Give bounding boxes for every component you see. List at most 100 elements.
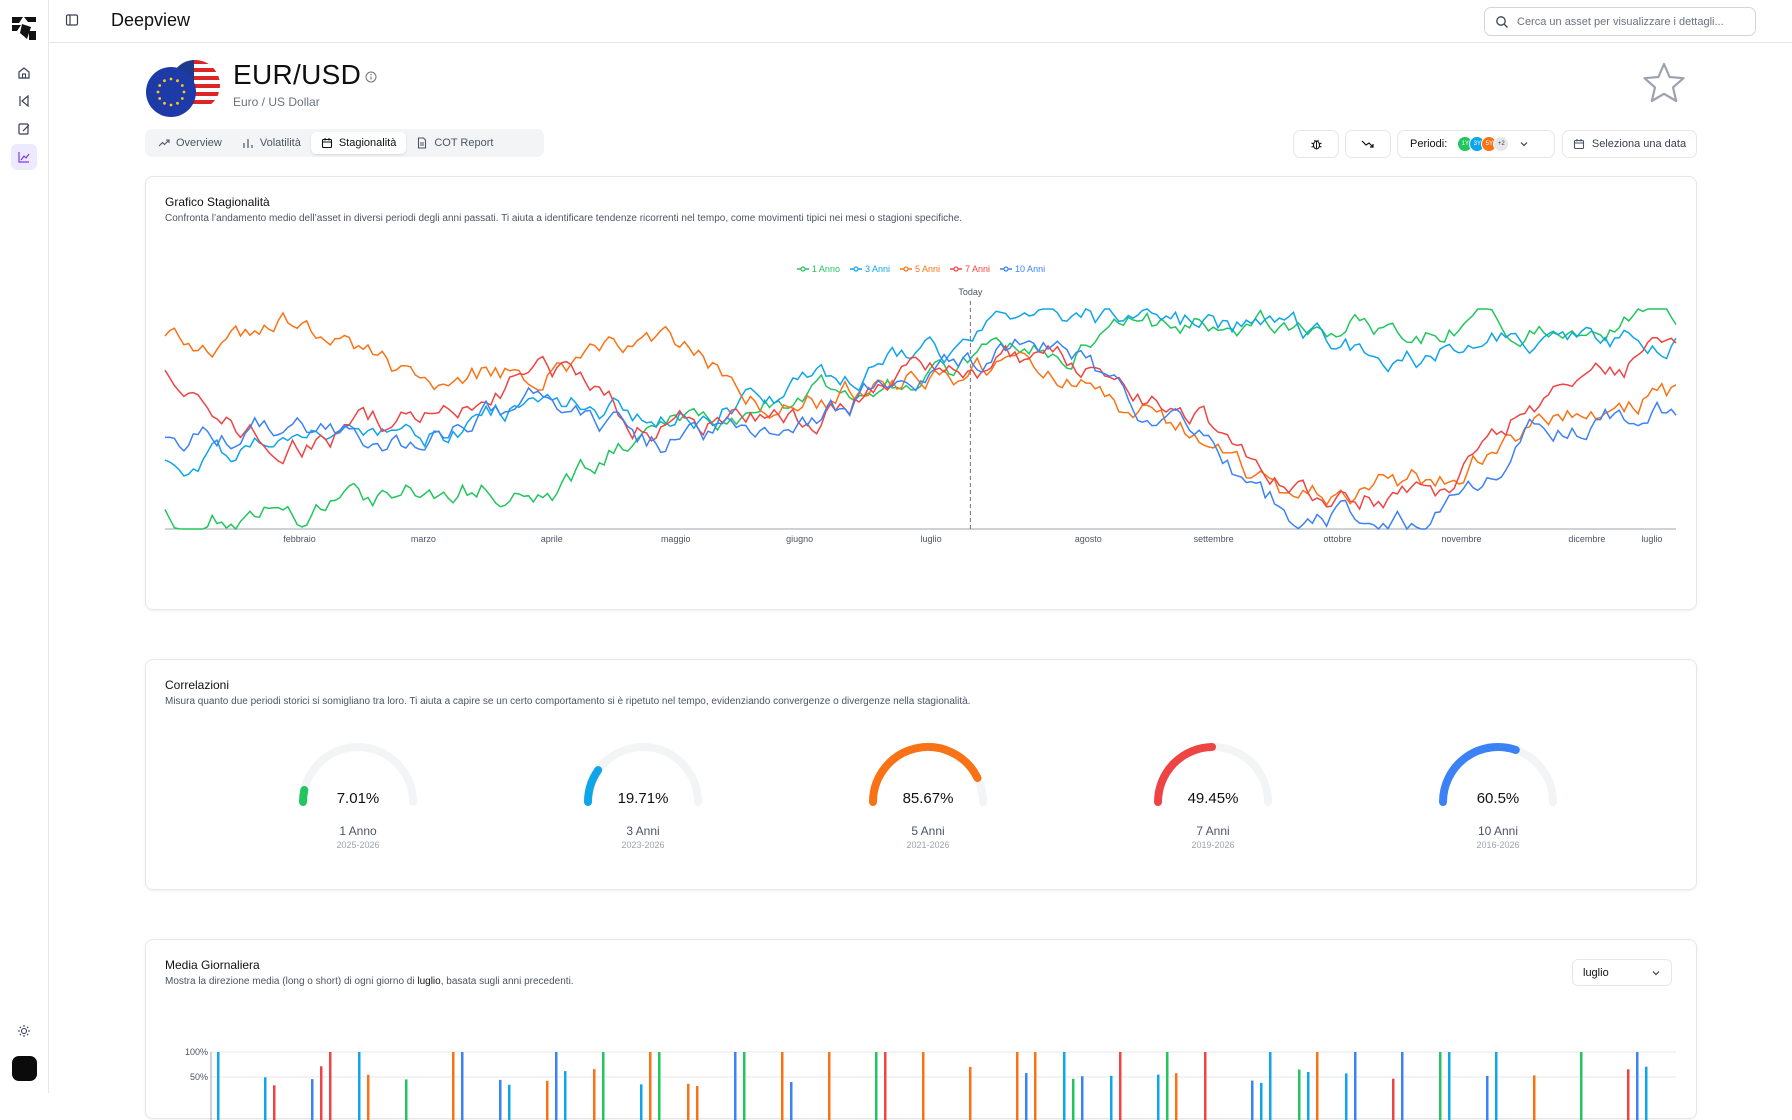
seasonality-chart[interactable]: febbraio marzo aprile maggio giugno luglio ago… — [146, 277, 1696, 577]
legend-item-5-anni[interactable]: 5 Anni — [899, 264, 941, 274]
chart-icon[interactable] — [11, 144, 37, 170]
tab-label: Overview — [176, 137, 222, 149]
legend-item-7-anni[interactable]: 7 Anni — [950, 264, 990, 274]
search-box[interactable] — [1484, 7, 1756, 36]
x-tick-label: aprile — [541, 534, 563, 544]
daily-bar — [564, 1071, 567, 1120]
daily-bar — [875, 1052, 878, 1120]
tab-cot-report[interactable]: COT Report — [406, 132, 503, 154]
bar-chart-icon — [243, 139, 253, 148]
search-input[interactable] — [1517, 15, 1747, 28]
gauge-arc — [584, 743, 702, 806]
daily-bar — [1166, 1052, 1169, 1120]
tab-volatility[interactable]: Volatilità — [232, 132, 311, 154]
bug-button[interactable] — [1293, 130, 1339, 158]
asset-name: Euro / US Dollar — [233, 95, 320, 109]
correlations-description: Misura quanto due periodi storici si som… — [165, 696, 971, 707]
today-label: Today — [958, 287, 983, 297]
gauge-label: 1 Anno — [339, 824, 377, 838]
daily-bar — [1063, 1052, 1066, 1120]
rewind-icon[interactable] — [11, 88, 37, 114]
daily-bar — [273, 1085, 276, 1120]
gauge-fill — [299, 785, 309, 806]
trend-down-button[interactable] — [1345, 130, 1391, 158]
daily-bar — [1316, 1052, 1319, 1120]
x-tick-label: luglio — [1641, 534, 1662, 544]
theme-sun-icon[interactable] — [11, 1018, 37, 1044]
trending-up-icon — [158, 139, 170, 147]
calendar-icon — [321, 138, 332, 149]
y-tick-label: 100% — [185, 1047, 208, 1057]
daily-bar — [358, 1052, 361, 1120]
daily-bar — [1072, 1078, 1075, 1120]
home-icon[interactable] — [11, 60, 37, 86]
x-tick-label: settembre — [1194, 534, 1234, 544]
date-picker-button[interactable]: Seleziona una data — [1562, 130, 1697, 158]
daily-bar — [1110, 1075, 1113, 1120]
gauge-arc — [1154, 743, 1272, 806]
legend-label: 10 Anni — [1015, 264, 1046, 274]
gauge-range: 2021-2026 — [906, 840, 950, 850]
x-tick-label: maggio — [661, 534, 691, 544]
daily-bar — [828, 1052, 831, 1120]
periods-select[interactable]: Periodi: 1Y 3Y 5Y +2 — [1397, 130, 1555, 158]
legend-item-3-anni[interactable]: 3 Anni — [849, 264, 890, 274]
date-picker-label: Seleziona una data — [1591, 138, 1687, 150]
gauge-5-anni: 85.67% 5 Anni 2021-2026 — [848, 740, 1008, 860]
series-line-3-anni — [164, 308, 1677, 477]
correlations-title: Correlazioni — [165, 678, 230, 692]
legend-item-1-anno[interactable]: 1 Anno — [796, 264, 840, 274]
daily-bar — [743, 1052, 746, 1120]
edit-note-icon[interactable] — [11, 116, 37, 142]
tab-overview[interactable]: Overview — [148, 132, 232, 154]
daily-bar — [320, 1066, 323, 1120]
period-badges: 1Y 3Y 5Y +2 — [1457, 136, 1510, 152]
logo-icon[interactable] — [9, 13, 39, 43]
tab-label: Stagionalità — [338, 137, 397, 149]
info-icon[interactable] — [365, 71, 377, 83]
month-select[interactable]: luglio — [1572, 959, 1672, 986]
daily-bar — [734, 1052, 737, 1120]
seasonality-title: Grafico Stagionalità — [165, 195, 270, 209]
legend-item-10-anni[interactable]: 10 Anni — [1000, 264, 1045, 274]
chevron-down-icon — [1652, 970, 1660, 975]
gauge-track — [299, 743, 417, 806]
gauge-range: 2019-2026 — [1191, 840, 1235, 850]
periods-label: Periodi: — [1410, 138, 1448, 150]
document-icon — [418, 137, 427, 149]
sidebar-toggle-icon[interactable] — [65, 13, 79, 27]
legend-label: 5 Anni — [914, 264, 941, 274]
daily-desc-pre: Mostra la direzione media (long o short)… — [165, 976, 418, 987]
daily-bar — [1260, 1082, 1263, 1120]
gauge-fill — [1154, 743, 1217, 806]
daily-bar — [1627, 1069, 1630, 1120]
legend-label: 7 Anni — [965, 264, 991, 274]
chevron-down-icon — [1520, 142, 1528, 147]
daily-bar — [593, 1069, 596, 1120]
series-line-1-anno — [164, 308, 1677, 531]
gauge-range: 2023-2026 — [621, 840, 665, 850]
asset-title: EUR/USD — [233, 59, 362, 90]
series-line-5-anni — [164, 311, 1677, 507]
gauge-range: 2025-2026 — [336, 840, 380, 850]
daily-bar — [546, 1080, 549, 1120]
topbar: Deepview — [49, 0, 1792, 43]
daily-bar — [1486, 1076, 1489, 1120]
daily-average-chart[interactable]: 100% 50% — [146, 1040, 1696, 1120]
seasonality-card: Grafico Stagionalità Confronta l’andamen… — [145, 176, 1697, 610]
month-select-value: luglio — [1583, 966, 1609, 979]
daily-bar — [1392, 1078, 1395, 1120]
tab-label: Volatilità — [259, 137, 301, 149]
daily-bar — [1307, 1072, 1310, 1120]
tab-seasonality[interactable]: Stagionalità — [310, 132, 407, 154]
daily-description: Mostra la direzione media (long o short)… — [165, 976, 574, 987]
gauge-10-anni: 60.5% 10 Anni 2016-2026 — [1418, 740, 1578, 860]
favorite-star-icon[interactable] — [1641, 61, 1687, 105]
chart-legend: 1 Anno 3 Anni 5 Anni 7 Anni 10 Anni — [146, 264, 1696, 274]
y-tick-label: 50% — [190, 1072, 208, 1082]
daily-bar — [1345, 1073, 1348, 1120]
gauge-value: 19.71% — [617, 790, 669, 807]
sidebar — [0, 0, 49, 1093]
avatar[interactable] — [12, 1056, 37, 1081]
gauge-range: 2016-2026 — [1476, 840, 1520, 850]
